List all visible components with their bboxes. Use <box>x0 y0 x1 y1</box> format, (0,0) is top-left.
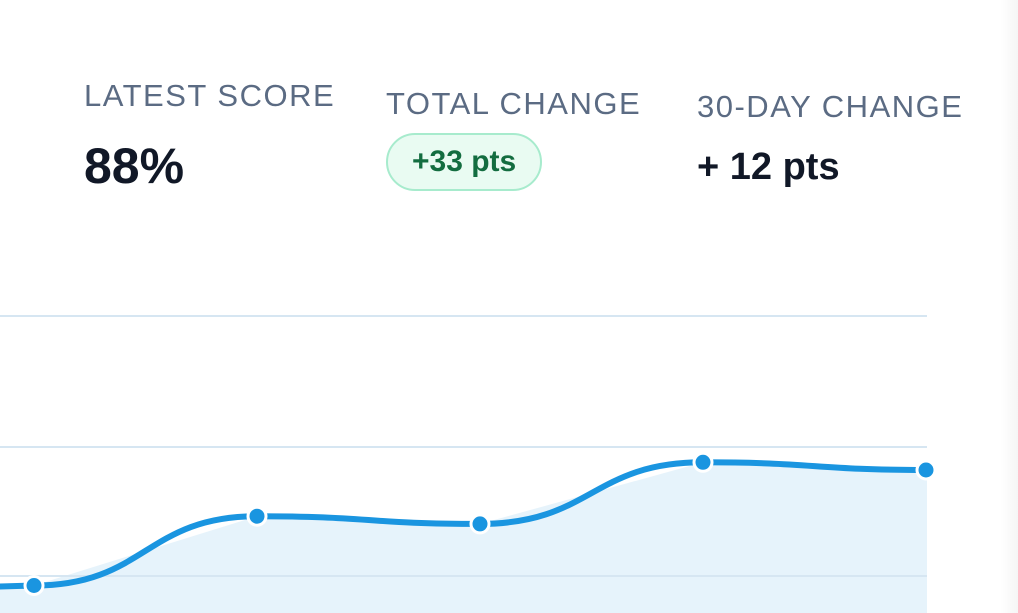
latest-score-value: 88% <box>84 138 185 194</box>
latest-score-label: LATEST SCORE <box>84 78 336 113</box>
thirty-day-change-stat: 30-DAY CHANGE + 12 pts <box>697 91 963 186</box>
chart-points <box>23 451 937 596</box>
thirty-day-change-label: 30-DAY CHANGE <box>697 89 964 124</box>
latest-score-stat: LATEST SCORE 88% <box>84 80 335 191</box>
total-change-badge: +33 pts <box>386 133 543 191</box>
data-point[interactable] <box>915 459 937 481</box>
thirty-day-change-value: + 12 pts <box>697 146 840 188</box>
chart-area-fill <box>0 462 927 613</box>
card-edge <box>1000 0 1018 613</box>
data-point[interactable] <box>23 575 45 596</box>
data-point[interactable] <box>469 513 491 535</box>
total-change-label: TOTAL CHANGE <box>386 86 642 121</box>
score-chart <box>0 315 937 613</box>
data-point[interactable] <box>246 505 268 527</box>
total-change-stat: TOTAL CHANGE +33 pts <box>386 88 641 191</box>
data-point[interactable] <box>692 451 714 473</box>
chart-grid <box>0 315 927 577</box>
